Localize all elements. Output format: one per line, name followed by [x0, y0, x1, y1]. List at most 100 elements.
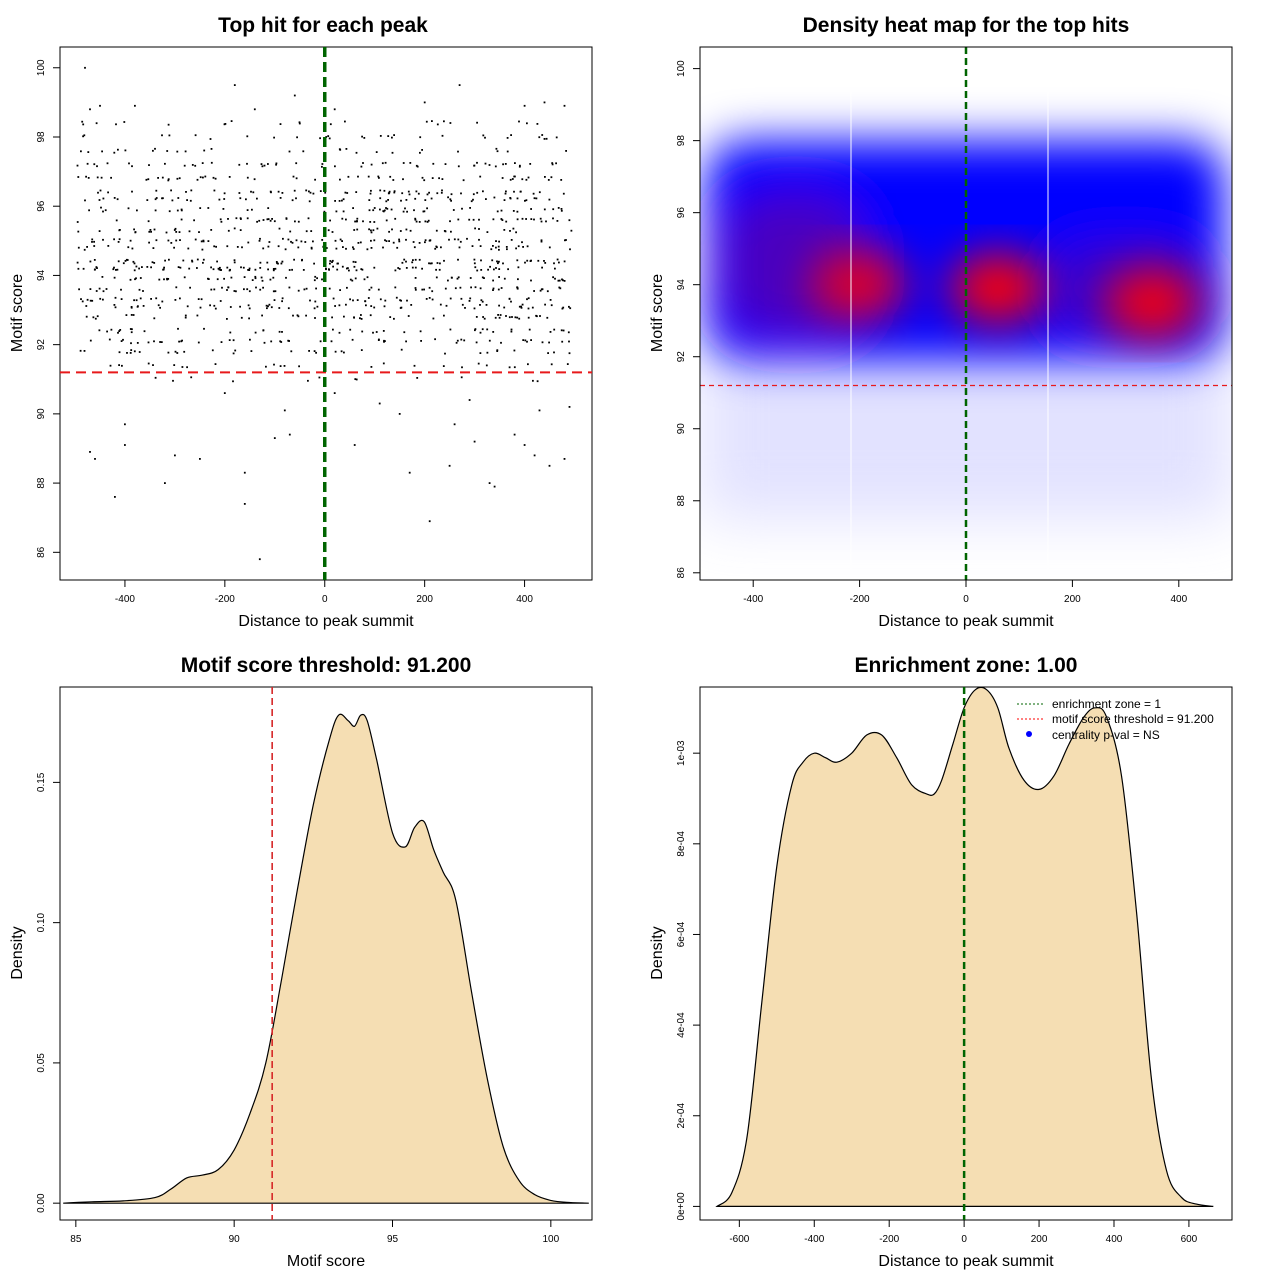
scatter-point — [444, 287, 447, 290]
scatter-point — [240, 316, 243, 319]
scatter-point — [367, 297, 370, 299]
scatter-point — [500, 209, 503, 212]
scatter-point — [545, 220, 547, 223]
scatter-point — [477, 362, 480, 365]
scatter-point — [377, 175, 380, 178]
scatter-point — [356, 220, 358, 223]
scatter-point — [530, 339, 532, 341]
scatter-point — [533, 197, 536, 200]
scatter-point — [540, 220, 543, 223]
scatter-point — [151, 261, 154, 264]
scatter-point — [248, 317, 250, 320]
scatter-point — [474, 227, 476, 230]
scatter-point — [266, 307, 268, 310]
scatter-point — [222, 208, 225, 210]
scatter-point — [281, 192, 284, 194]
scatter-point — [340, 350, 343, 353]
scatter-point — [328, 287, 331, 290]
scatter-point — [388, 240, 390, 242]
scatter-point — [99, 189, 102, 192]
scatter-point — [273, 136, 275, 139]
scatter-point — [279, 197, 282, 199]
scatter-point — [416, 377, 419, 379]
scatter-point — [492, 245, 494, 247]
scatter-point — [293, 258, 295, 261]
scatter-point — [543, 101, 546, 104]
scatter-point — [568, 219, 571, 222]
scatter-point — [526, 245, 529, 248]
scatter-point — [279, 340, 282, 343]
scatter-point — [273, 363, 275, 366]
x-tick-label: -400 — [804, 1234, 824, 1245]
scatter-point — [119, 229, 121, 231]
scatter-x-label: Distance to peak summit — [238, 613, 414, 630]
scatter-point — [402, 162, 405, 164]
scatter-title: Top hit for each peak — [218, 14, 428, 37]
scatter-point — [261, 314, 263, 317]
distance-density-x-label: Distance to peak summit — [878, 1253, 1054, 1270]
scatter-point — [486, 351, 489, 354]
scatter-point — [281, 331, 283, 333]
scatter-point — [352, 299, 354, 302]
scatter-point — [488, 164, 491, 166]
scatter-point — [420, 340, 422, 342]
scatter-point — [409, 229, 412, 232]
scatter-point — [445, 304, 448, 307]
scatter-point — [462, 179, 465, 182]
scatter-point — [506, 137, 509, 139]
scatter-point — [492, 331, 495, 333]
scatter-point — [490, 248, 493, 251]
scatter-point — [334, 350, 337, 353]
scatter-point — [405, 267, 408, 269]
scatter-point — [536, 123, 539, 125]
scatter-point — [253, 108, 256, 111]
scatter-point — [428, 520, 431, 523]
scatter-point — [493, 196, 496, 199]
scatter-point — [102, 197, 105, 200]
scatter-point — [382, 362, 385, 365]
scatter-point — [549, 299, 552, 301]
scatter-point — [557, 207, 560, 209]
scatter-point — [329, 260, 332, 262]
scatter-point — [501, 219, 504, 221]
scatter-point — [359, 241, 362, 244]
scatter-point — [272, 269, 275, 272]
scatter-point — [346, 267, 348, 270]
scatter-point — [565, 150, 567, 152]
scatter-point — [226, 289, 228, 291]
scatter-point — [522, 246, 524, 248]
scatter-point — [96, 165, 98, 168]
scatter-point — [450, 276, 453, 279]
scatter-point — [331, 231, 334, 233]
scatter-point — [161, 300, 164, 303]
scatter-point — [439, 303, 442, 306]
scatter-point — [458, 246, 461, 249]
scatter-point — [414, 217, 417, 220]
scatter-point — [456, 277, 459, 280]
scatter-point — [189, 199, 192, 202]
scatter-point — [228, 269, 231, 272]
scatter-point — [336, 262, 339, 265]
scatter-point — [226, 318, 228, 320]
scatter-point — [243, 503, 246, 505]
scatter-point — [386, 207, 389, 210]
scatter-point — [76, 261, 79, 264]
scatter-point — [510, 330, 513, 333]
scatter-point — [114, 496, 116, 498]
scatter-point — [246, 217, 249, 220]
scatter-point — [512, 210, 515, 212]
scatter-point — [233, 259, 236, 262]
scatter-point — [345, 148, 348, 150]
scatter-point — [452, 209, 455, 211]
scatter-point — [160, 341, 163, 343]
scatter-point — [175, 286, 178, 289]
scatter-point — [173, 246, 175, 249]
scatter-point — [250, 350, 253, 352]
scatter-point — [543, 260, 545, 262]
x-tick-label: -200 — [215, 594, 235, 605]
scatter-point — [425, 120, 428, 123]
scatter-point — [563, 260, 566, 263]
scatter-point — [285, 276, 287, 279]
scatter-point — [361, 268, 364, 271]
scatter-point — [274, 267, 277, 270]
